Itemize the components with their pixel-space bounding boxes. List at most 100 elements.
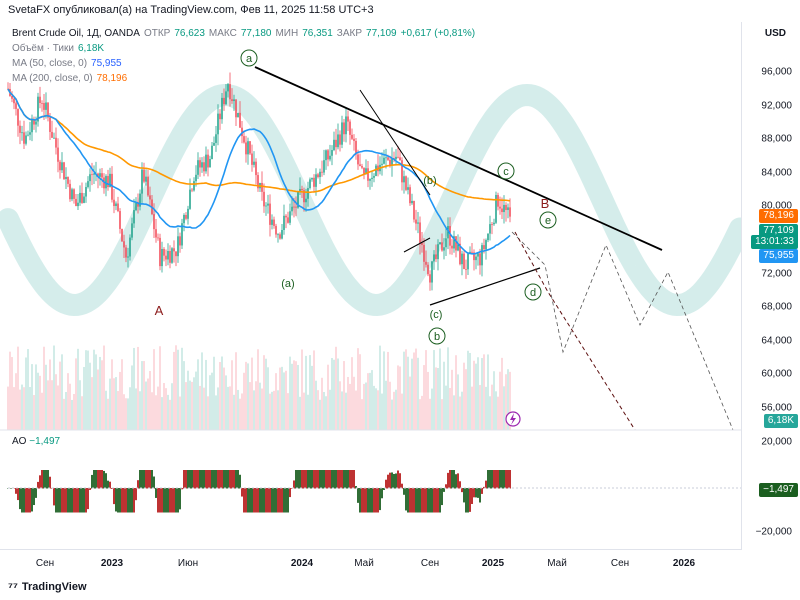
ao-bar bbox=[141, 470, 143, 489]
volume-bar bbox=[241, 393, 243, 430]
legend-volume: 6,18K bbox=[77, 43, 105, 54]
candle-body bbox=[345, 116, 347, 135]
volume-bar bbox=[47, 380, 49, 430]
volume-bar bbox=[493, 371, 495, 430]
price-chart[interactable]: a c b d e (a) (b) (c) A B bbox=[0, 0, 742, 549]
volume-bar bbox=[409, 376, 411, 430]
ao-bar bbox=[103, 470, 105, 489]
candle-body bbox=[43, 103, 45, 110]
volume-bar bbox=[43, 346, 45, 430]
ao-bar bbox=[381, 488, 383, 499]
wave-c-label-circle bbox=[497, 162, 515, 180]
candle-body bbox=[169, 250, 171, 263]
volume-bar bbox=[53, 345, 55, 430]
candle-body bbox=[41, 103, 43, 104]
ao-bar bbox=[411, 488, 413, 513]
ao-bar bbox=[353, 470, 355, 489]
volume-bar bbox=[289, 356, 291, 430]
volume-bar bbox=[203, 387, 205, 430]
volume-bar bbox=[49, 359, 51, 430]
candle-body bbox=[277, 234, 279, 236]
ao-bar bbox=[101, 470, 103, 489]
ao-bar bbox=[175, 488, 177, 513]
legend-symbol-row[interactable]: Brent Crude Oil, 1Д, OANDA ОТКР 76,623 МА… bbox=[12, 26, 475, 41]
ao-bar bbox=[183, 470, 185, 489]
candle-body bbox=[235, 99, 237, 118]
candle-body bbox=[231, 99, 233, 102]
candle-body bbox=[473, 252, 475, 261]
legend-ma200-label: MA (200, close, 0) bbox=[12, 73, 93, 84]
candle-body bbox=[487, 233, 489, 241]
time-tick-label: Май bbox=[354, 558, 374, 569]
volume-bar bbox=[165, 388, 167, 430]
volume-bar bbox=[181, 347, 183, 430]
volume-bar bbox=[149, 371, 151, 430]
candle-body bbox=[101, 173, 103, 178]
ao-bar bbox=[365, 488, 367, 513]
ao-bar bbox=[319, 470, 321, 489]
price-axis[interactable]: USD 96,00092,00088,00084,00080,00076,000… bbox=[741, 22, 800, 549]
candle-body bbox=[211, 145, 213, 160]
volume-bar bbox=[381, 393, 383, 430]
candle-body bbox=[143, 169, 145, 182]
volume-bar bbox=[355, 390, 357, 430]
volume-bar bbox=[79, 380, 81, 430]
candle-body bbox=[431, 261, 433, 283]
legend-ma50-label: MA (50, close, 0) bbox=[12, 58, 88, 69]
volume-bar bbox=[359, 354, 361, 430]
time-axis[interactable]: Сен 2023 Июн 2024 Май Сен 2025 Май Сен 2026 bbox=[0, 549, 742, 574]
candle-body bbox=[173, 248, 175, 252]
volume-bar bbox=[457, 374, 459, 430]
ao-bar bbox=[427, 488, 429, 513]
volume-bar bbox=[389, 381, 391, 430]
ao-bar bbox=[57, 488, 59, 513]
wave-labels: a c b d e (a) (b) (c) A B bbox=[155, 49, 557, 345]
volume-bar bbox=[183, 361, 185, 430]
volume-bar bbox=[387, 351, 389, 430]
ao-bar bbox=[153, 476, 155, 489]
volume-bar bbox=[223, 367, 225, 430]
ao-bar bbox=[449, 470, 451, 489]
candle-body bbox=[237, 112, 239, 118]
candle-body bbox=[175, 251, 177, 257]
ao-bar bbox=[179, 488, 181, 510]
volume-bar bbox=[445, 385, 447, 430]
candle-body bbox=[147, 176, 149, 196]
ao-legend[interactable]: AO −1,497 bbox=[12, 436, 60, 447]
volume-bar bbox=[127, 398, 129, 430]
volume-bar bbox=[299, 396, 301, 430]
ao-bar bbox=[237, 470, 239, 489]
ao-bar bbox=[431, 488, 433, 513]
volume-bar bbox=[467, 350, 469, 430]
candle-body bbox=[321, 171, 323, 173]
wave-d-label: d bbox=[530, 287, 536, 299]
volume-bar bbox=[27, 349, 29, 430]
ao-bar bbox=[501, 470, 503, 489]
volume-bar bbox=[321, 377, 323, 430]
legend-volume-row[interactable]: Объём · Тики 6,18K bbox=[12, 41, 475, 56]
ao-bar bbox=[21, 488, 23, 513]
candle-body bbox=[381, 163, 383, 165]
legend-ma50-row[interactable]: MA (50, close, 0) 75,955 bbox=[12, 56, 475, 71]
ao-bar bbox=[229, 470, 231, 489]
volume-bar bbox=[399, 366, 401, 430]
volume-bar bbox=[319, 399, 321, 430]
ao-bar bbox=[373, 488, 375, 513]
legend-ma200-row[interactable]: MA (200, close, 0) 78,196 bbox=[12, 71, 475, 86]
ao-bar bbox=[317, 470, 319, 489]
candle-body bbox=[131, 223, 133, 238]
candle-body bbox=[47, 102, 49, 118]
candle-body bbox=[65, 176, 67, 180]
candle-body bbox=[489, 224, 491, 234]
candle-body bbox=[413, 200, 415, 220]
ao-bar bbox=[71, 488, 73, 513]
ao-bar bbox=[99, 470, 101, 489]
lightning-icon[interactable] bbox=[505, 411, 521, 427]
tradingview-brand: ⁷⁷ TradingView bbox=[8, 580, 87, 594]
candle-body bbox=[357, 154, 359, 165]
volume-bar bbox=[489, 396, 491, 430]
volume-bar bbox=[121, 359, 123, 430]
ao-bar bbox=[297, 470, 299, 489]
volume-bar bbox=[421, 395, 423, 430]
candle-body bbox=[45, 102, 47, 110]
